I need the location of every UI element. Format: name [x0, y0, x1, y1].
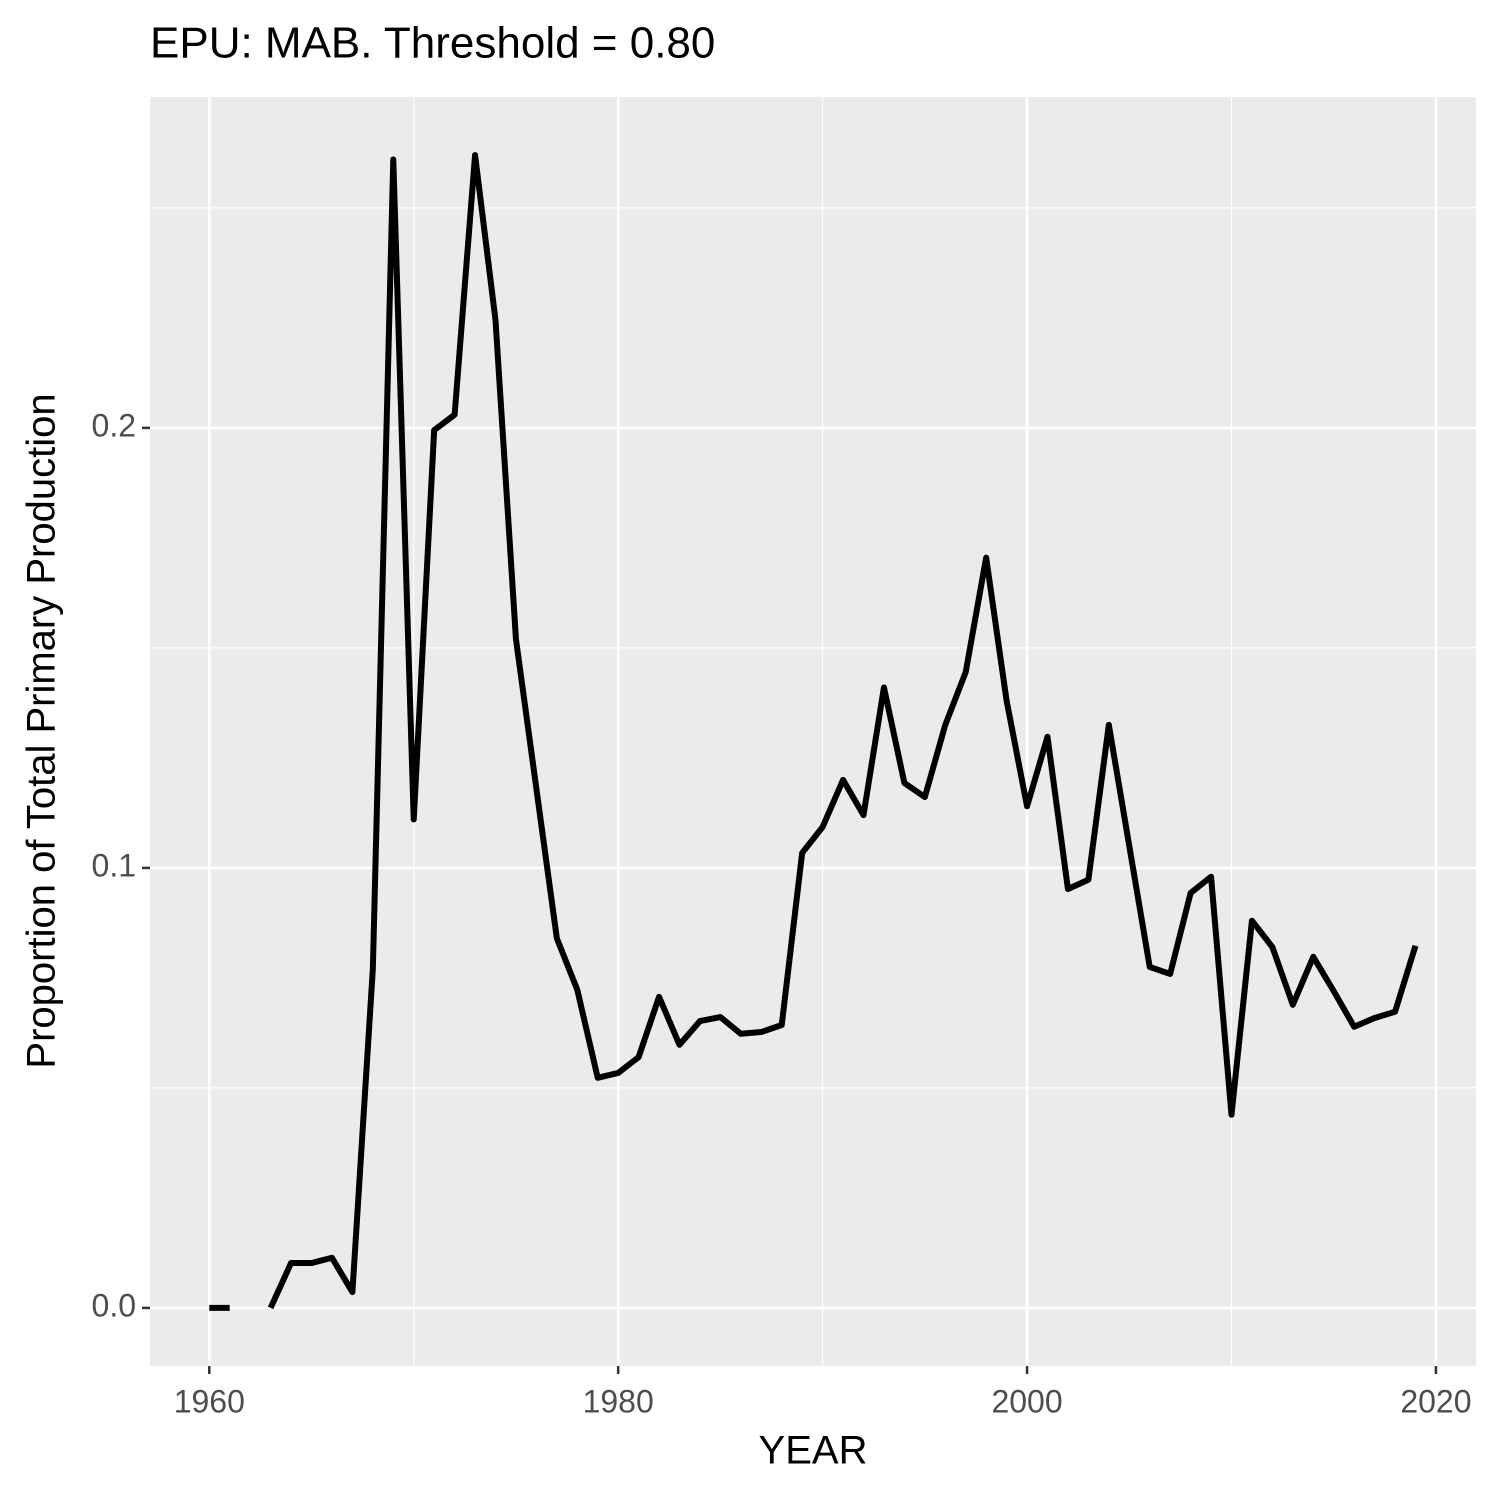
x-tick-label: 1980: [583, 1383, 654, 1419]
x-tick-label: 1960: [174, 1383, 245, 1419]
panel: [150, 97, 1476, 1366]
x-tick-label: 2020: [1400, 1383, 1471, 1419]
y-tick-label: 0.0: [92, 1287, 136, 1323]
y-tick-label: 0.1: [92, 847, 136, 883]
y-axis-title: Proportion of Total Primary Production: [20, 393, 64, 1068]
x-axis-title: YEAR: [759, 1429, 868, 1473]
chart-title: EPU: MAB. Threshold = 0.80: [150, 19, 715, 68]
y-tick-label: 0.2: [92, 407, 136, 443]
line: [209, 152, 1419, 1311]
x-tick-label: 2000: [991, 1383, 1062, 1419]
